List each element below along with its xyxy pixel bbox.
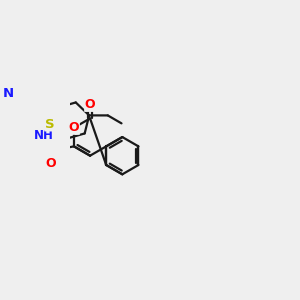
Text: S: S (45, 118, 55, 131)
Text: O: O (85, 98, 95, 111)
Text: O: O (69, 121, 79, 134)
Text: O: O (46, 157, 56, 170)
Text: NH: NH (34, 129, 53, 142)
Text: N: N (3, 87, 14, 101)
